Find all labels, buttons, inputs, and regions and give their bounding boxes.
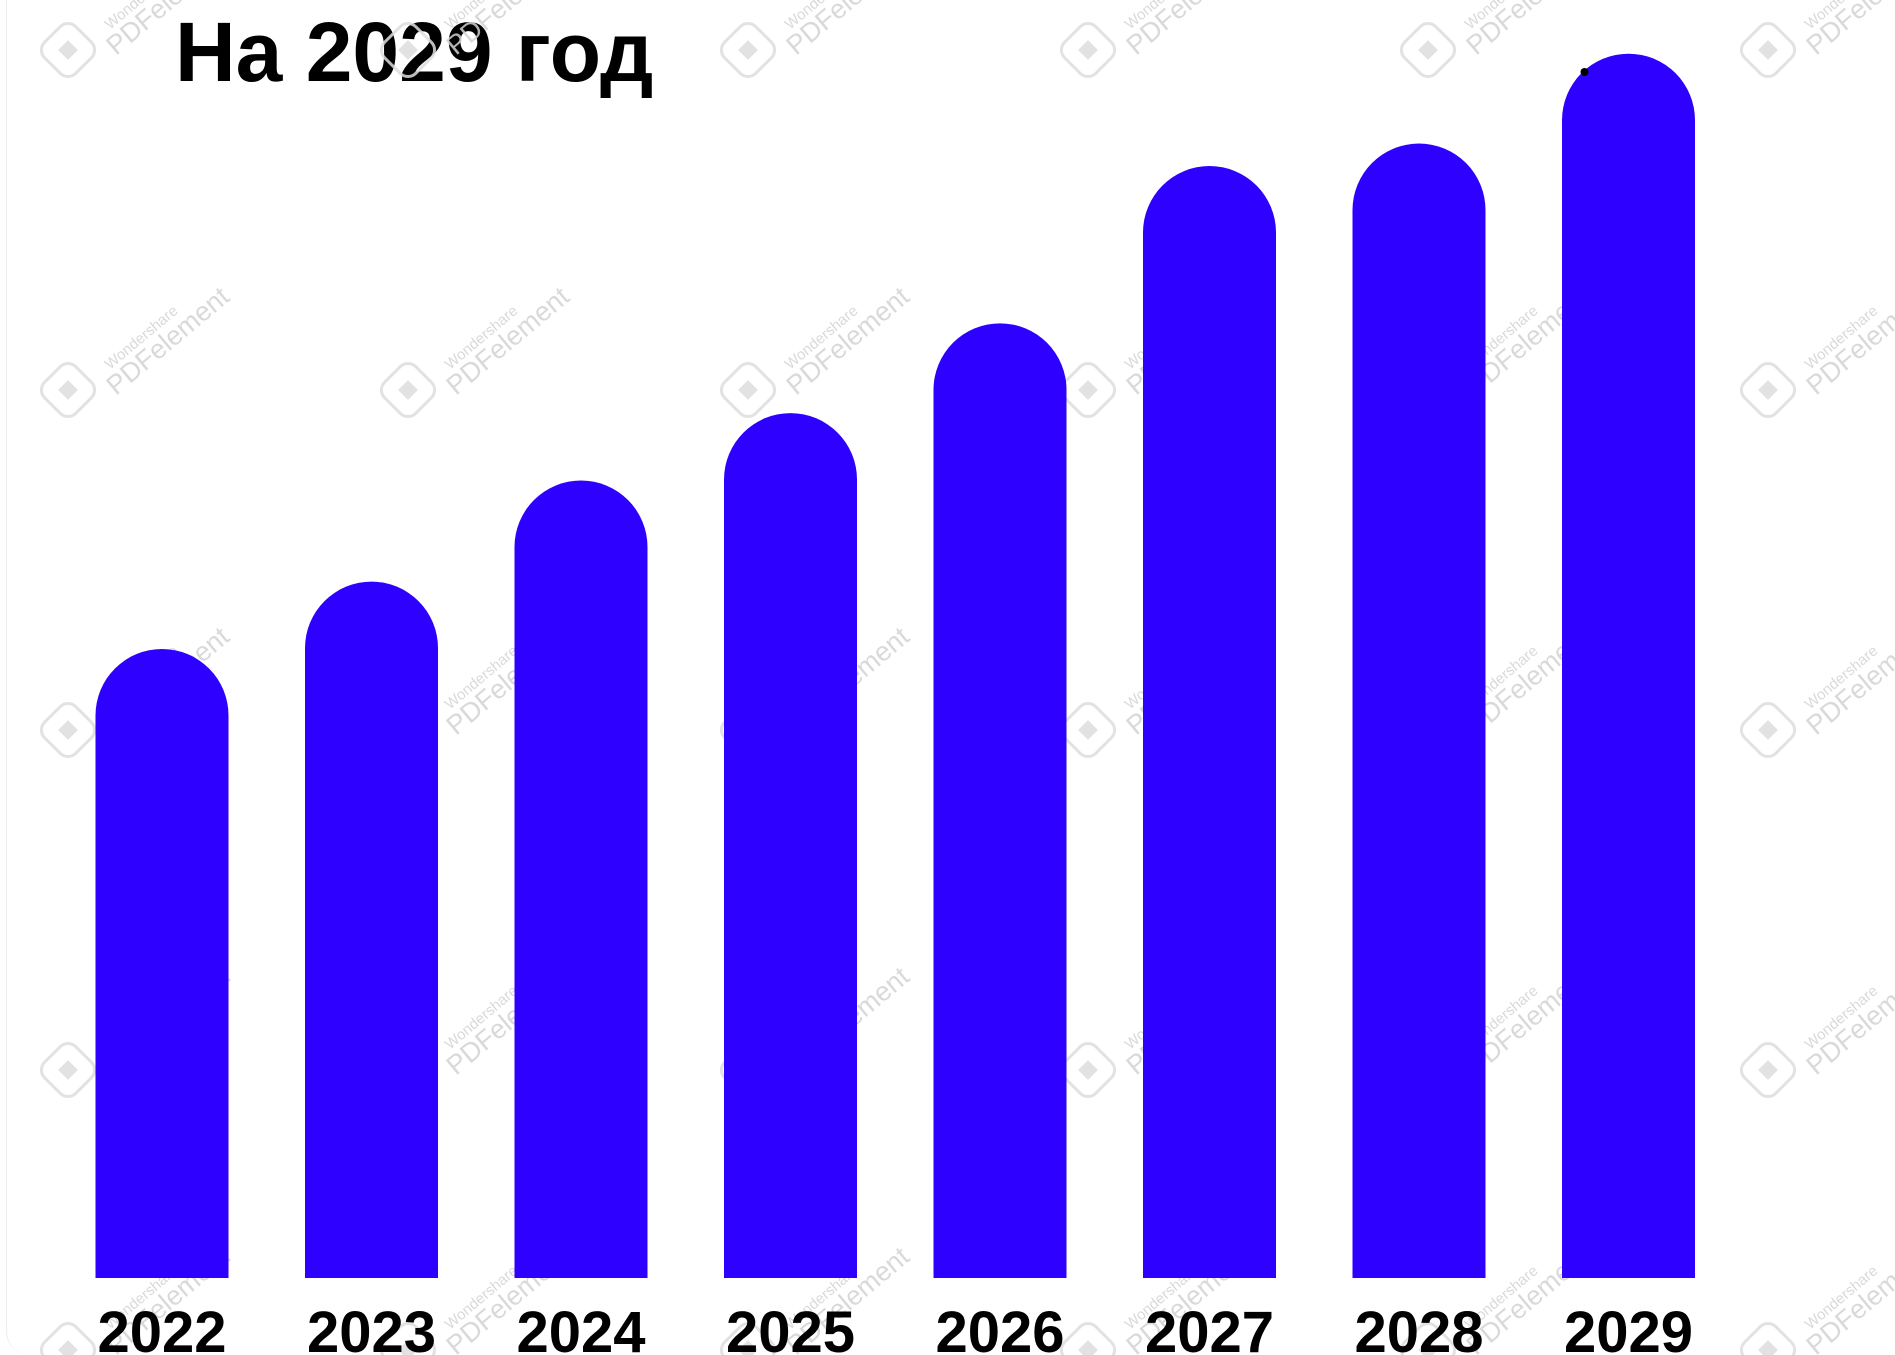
bars-group [95, 53, 1695, 1279]
pdfelement-logo-icon [379, 21, 437, 79]
pdfelement-logo-mark [1418, 40, 1438, 60]
bar-2023 [305, 581, 438, 1278]
pdfelement-logo-mark [1078, 1060, 1098, 1080]
pdfelement-logo-icon [39, 1321, 97, 1355]
pdfelement-logo-icon [1059, 701, 1117, 759]
pdfelement-logo-icon [1739, 1041, 1797, 1099]
pdfelement-logo-mark [1758, 720, 1778, 740]
x-tick-label-2024: 2024 [516, 1300, 645, 1355]
pdfelement-logo-icon [379, 1321, 437, 1355]
pdfelement-logo-icon [1739, 361, 1797, 419]
watermark-product: PDFelement [441, 281, 576, 401]
pdfelement-logo-mark [58, 1060, 78, 1080]
pdfelement-logo-icon [1059, 361, 1117, 419]
x-tick-label-2022: 2022 [97, 1300, 226, 1355]
pdfelement-logo-mark [58, 380, 78, 400]
pdfelement-logo-icon [1399, 21, 1457, 79]
pdfelement-logo-mark [1758, 1340, 1778, 1355]
bar-2029 [1562, 53, 1695, 1279]
watermark-product: PDFelement [1801, 621, 1895, 741]
pdfelement-logo-icon [39, 701, 97, 759]
pdfelement-logo-mark [738, 40, 758, 60]
pdfelement-logo-icon [1399, 1321, 1457, 1355]
pdfelement-logo-icon [39, 21, 97, 79]
bar-2027 [1143, 166, 1276, 1279]
bar-2024 [514, 480, 648, 1278]
watermark-product: PDFelement [1801, 961, 1895, 1081]
watermark-product: PDFelement [781, 281, 916, 401]
watermark-product: PDFelement [1801, 281, 1895, 401]
marker-dot [1580, 68, 1589, 76]
pdfelement-logo-icon [39, 1041, 97, 1099]
pdfelement-logo-mark [398, 380, 418, 400]
pdfelement-logo-mark [1758, 1060, 1778, 1080]
pdfelement-logo-mark [738, 380, 758, 400]
x-tick-label-2026: 2026 [935, 1300, 1064, 1355]
x-tick-label-2023: 2023 [307, 1300, 436, 1355]
pdfelement-logo-icon [379, 361, 437, 419]
x-tick-label-2027: 2027 [1145, 1300, 1274, 1355]
watermark-product: PDFelement [101, 281, 236, 401]
bar-2022 [95, 649, 229, 1278]
pdfelement-logo-icon [719, 361, 777, 419]
x-tick-labels: 2022 2023 2024 2025 2026 2027 2028 2029 [97, 1300, 1693, 1355]
pdfelement-logo-mark [58, 1340, 78, 1355]
pdfelement-logo-icon [719, 21, 777, 79]
bar-2025 [724, 413, 857, 1278]
pdfelement-logo-icon [719, 1321, 777, 1355]
x-tick-label-2025: 2025 [726, 1300, 855, 1355]
pdfelement-logo-icon [1059, 1321, 1117, 1355]
pdfelement-logo-icon [1059, 21, 1117, 79]
pdfelement-logo-icon [1059, 1041, 1117, 1099]
pdfelement-logo-icon [39, 361, 97, 419]
bar-2028 [1352, 143, 1486, 1278]
pdfelement-logo-mark [1078, 1340, 1098, 1355]
pdfelement-logo-mark [1758, 40, 1778, 60]
pdfelement-logo-mark [1078, 40, 1098, 60]
pdfelement-logo-mark [1078, 720, 1098, 740]
pdfelement-logo-mark [1758, 380, 1778, 400]
bar-2026 [933, 323, 1067, 1279]
pdfelement-logo-mark [1078, 380, 1098, 400]
pdfelement-logo-icon [1739, 1321, 1797, 1355]
pdfelement-logo-mark [58, 720, 78, 740]
x-tick-label-2028: 2028 [1354, 1300, 1483, 1355]
pdfelement-logo-mark [398, 40, 418, 60]
pdfelement-logo-mark [58, 40, 78, 60]
pdfelement-logo-icon [1739, 701, 1797, 759]
watermark-product: PDFelement [1801, 1241, 1895, 1355]
x-tick-label-2029: 2029 [1564, 1300, 1693, 1355]
pdfelement-logo-icon [1739, 21, 1797, 79]
